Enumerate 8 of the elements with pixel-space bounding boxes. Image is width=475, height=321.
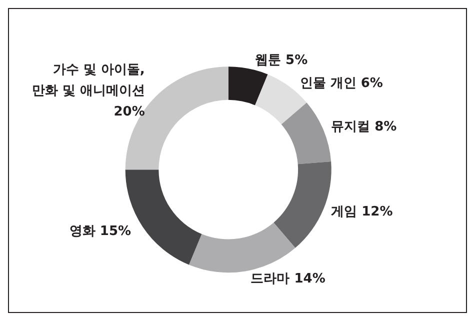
data-label: 20% [114, 104, 145, 120]
slice-label: 뮤지컬 8% [331, 120, 397, 135]
slice-label: 드라마 14% [250, 272, 326, 287]
slice-label: 영화 15% [69, 224, 132, 239]
slice-label: 웹툰 5% [255, 53, 308, 68]
slice-label: 게임 12% [331, 204, 393, 220]
slice-label: 인물 개인 6% [300, 76, 383, 92]
slice-label: 가수 및 아이돌, 만화 및 애니메이션 [32, 62, 145, 99]
